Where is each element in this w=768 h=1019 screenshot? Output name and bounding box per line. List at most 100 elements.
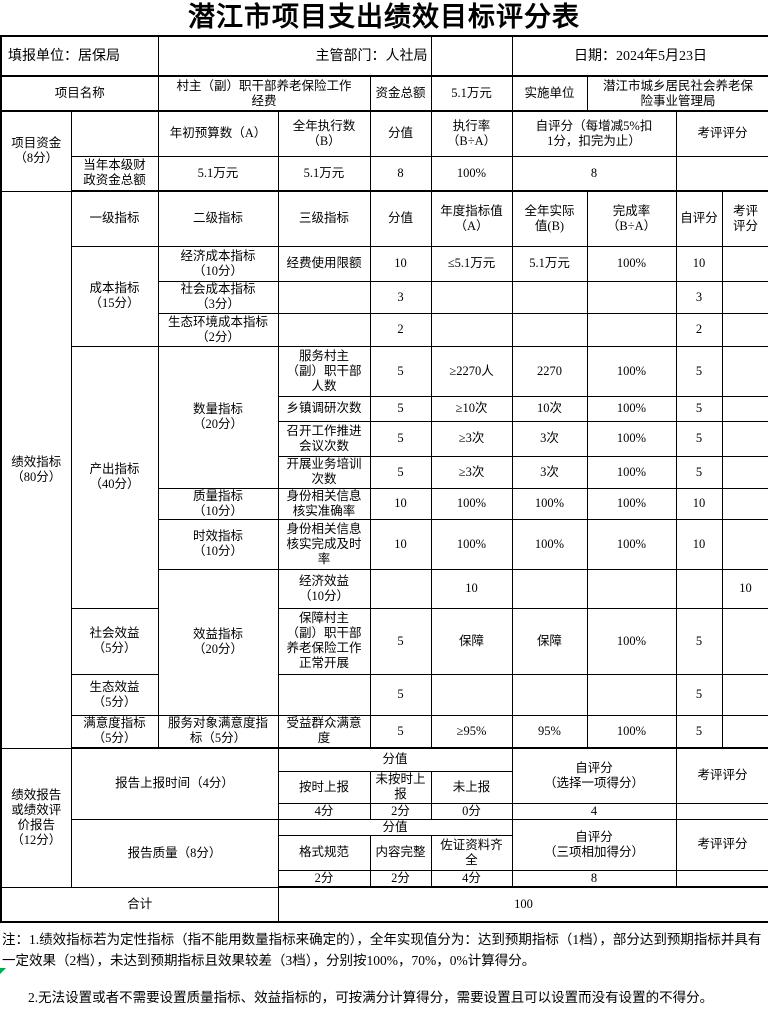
perf-score-cell: 10 [369,245,432,282]
empty-cell [430,673,513,716]
fund-header-exec: 全年执行数 （B） [277,110,371,157]
empty-cell [721,420,768,457]
impl-unit-value: 潜江市城乡居民社会养老保 险事业管理局 [586,75,768,112]
perf-lv1-output: 产出指标 （40分） [70,345,159,609]
empty-cell [511,280,588,314]
fund-exec-value: 5.1万元 [277,155,371,192]
perf-header-actual: 全年实际 值(B) [511,190,588,247]
perf-self-cell: 3 [675,280,723,314]
report-quality-opt1: 格式规范 [277,834,371,871]
perf-target-cell: ≥2270人 [430,345,513,397]
empty-cell [586,312,677,347]
perf-self-cell: 5 [675,395,723,422]
empty-cell [277,673,371,716]
report-quality-self-label: 自评分 （三项相加得分） [511,818,677,871]
perf-lv2-cell: 社会成本指标 （3分） [157,280,279,314]
perf-score-cell: 10 [369,518,432,570]
empty-cell [277,312,371,347]
fill-unit-cell: 填报单位：居保局 [0,35,159,77]
perf-self-cell: 10 [675,245,723,282]
perf-lv1-satisfaction: 满意度指标 （5分） [70,714,159,749]
empty-cell [721,245,768,282]
perf-lv3-cell: 召开工作推进 会议次数 [277,420,371,457]
empty-cell [721,607,768,675]
perf-header-target: 年度指标值 （A） [430,190,513,247]
perf-actual-cell: 100% [511,487,588,520]
report-time-pt2: 2分 [369,802,432,820]
empty-cell [721,395,768,422]
perf-self-cell: 5 [675,420,723,457]
impl-unit-label: 实施单位 [511,75,588,112]
total-label: 合计 [0,886,279,923]
empty-cell [70,110,159,157]
perf-rate-cell: 100% [586,455,677,489]
perf-lv1-benefit: 效益指标 （20分） [157,568,279,716]
perf-header-lv1: 一级指标 [70,190,159,247]
report-time-name: 报告上报时间（4分） [70,747,279,820]
empty-cell [721,280,768,314]
empty-cell [721,487,768,520]
perf-self-cell: 10 [721,568,768,609]
empty-cell [721,455,768,489]
perf-self-cell: 2 [675,312,723,347]
empty-cell [430,312,513,347]
report-quality-name: 报告质量（8分） [70,818,279,888]
fund-header-rate: 执行率 （B÷A） [430,110,513,157]
empty-cell [586,673,677,716]
perf-rate-cell: 100% [586,245,677,282]
perf-lv3-cell: 保障村主 （副）职干部 养老保险工作 正常开展 [277,607,371,675]
perf-header-lv2: 二级指标 [157,190,279,247]
empty-cell [675,869,768,888]
empty-cell [721,345,768,397]
report-time-pt1: 4分 [277,802,371,820]
fund-header-review: 考评评分 [675,110,768,157]
empty-cell [369,568,432,609]
perf-lv3-cell: 开展业务培训 次数 [277,455,371,489]
perf-lv2-cell: 经济效益 （10分） [277,568,371,609]
report-quality-pt3: 4分 [430,869,513,888]
empty-cell [675,155,768,192]
perf-target-cell: 100% [430,518,513,570]
perf-actual-cell: 100% [511,518,588,570]
perf-score-cell: 5 [369,714,432,749]
report-quality-review-label: 考评评分 [675,818,768,871]
perf-lv2-cell: 生态效益 （5分） [70,673,159,716]
perf-score-cell: 10 [369,487,432,520]
fund-score-value: 8 [369,155,432,192]
fund-section-label: 项目资金 （8分） [0,110,72,192]
total-value: 100 [277,886,768,923]
perf-lv1-cost: 成本指标 （15分） [70,245,159,347]
report-time-self-label: 自评分 （选择一项得分） [511,747,677,804]
empty-cell [430,35,513,77]
perf-lv2-cell: 生态环境成本指标 （2分） [157,312,279,347]
perf-score-cell: 5 [369,455,432,489]
perf-lv2-quality: 质量指标 （10分） [157,487,279,520]
empty-cell [721,673,768,716]
perf-rate-cell: 100% [586,607,677,675]
perf-actual-cell: 保障 [511,607,588,675]
footnotes: 注：1.绩效指标若为定性指标（指不能用数量指标来确定的），全年实现值分为：达到预… [0,923,768,1008]
perf-rate-cell: 100% [586,345,677,397]
empty-cell [511,673,588,716]
perf-self-cell: 5 [675,455,723,489]
report-quality-pt1: 2分 [277,869,371,888]
fund-header-budget: 年初预算数（A） [157,110,279,157]
page-title: 潜江市项目支出绩效目标评分表 [188,2,580,32]
fund-row-label: 当年本级财 政资金总额 [70,155,159,192]
report-time-pt3: 0分 [430,802,513,820]
perf-score-cell: 5 [369,395,432,422]
perf-lv3-cell: 受益群众满意 度 [277,714,371,749]
empty-cell [721,312,768,347]
perf-lv3-cell: 身份相关信息 核实准确率 [277,487,371,520]
perf-target-cell: 100% [430,487,513,520]
report-time-self-value: 4 [511,802,677,820]
perf-score-cell: 5 [369,673,432,716]
perf-lv2-quantity: 数量指标 （20分） [157,345,279,489]
empty-cell [430,280,513,314]
fund-self-value: 8 [511,155,677,192]
report-quality-opt3: 佐证资料齐 全 [430,834,513,871]
report-section-label: 绩效报告 或绩效评 价报告 （12分） [0,747,72,888]
perf-header-lv3: 三级指标 [277,190,371,247]
report-time-review-label: 考评评分 [675,747,768,804]
report-quality-opt2: 内容完整 [369,834,432,871]
